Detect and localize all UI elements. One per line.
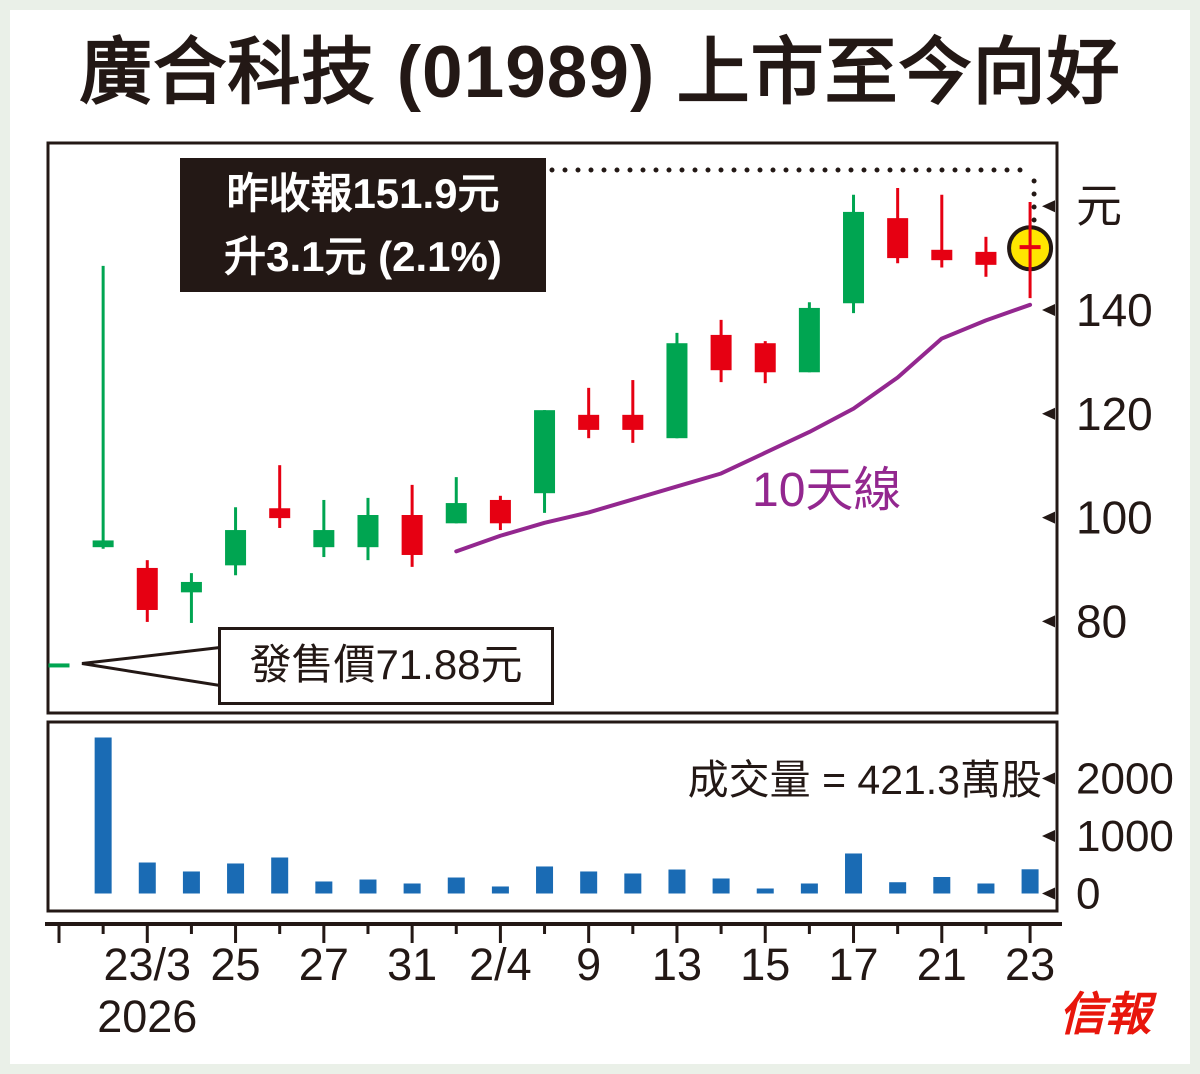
volume-bar: [1021, 869, 1039, 894]
volume-bar: [138, 862, 156, 894]
x-axis-date-label: 15: [740, 939, 790, 990]
candle-body: [48, 663, 70, 668]
offer-price-callout: 發售價71.88元: [218, 627, 554, 705]
prev-close-line2: 升3.1元 (2.1%): [224, 233, 502, 280]
price-tick-arrow: [1042, 615, 1055, 628]
volume-bar: [271, 857, 289, 894]
x-axis-date-label: 31: [387, 939, 437, 990]
candle-body: [887, 218, 909, 259]
volume-bar: [315, 881, 333, 894]
x-axis-date-label: 25: [211, 939, 261, 990]
candle-body: [445, 503, 467, 524]
candle-body: [622, 414, 644, 430]
volume-tick-label: 2000: [1076, 755, 1174, 804]
candle-body: [401, 515, 423, 555]
x-axis-date-label: 27: [299, 939, 349, 990]
x-axis-date-label: 21: [917, 939, 967, 990]
candle-body: [534, 410, 556, 494]
volume-bar: [800, 883, 818, 894]
x-axis-date-label: 17: [828, 939, 878, 990]
candle-body: [357, 515, 379, 548]
volume-bar: [889, 882, 907, 894]
volume-bar: [933, 876, 951, 894]
price-tick-label: 元: [1076, 180, 1122, 232]
candle-body: [180, 581, 202, 593]
candle-body: [313, 530, 335, 548]
x-axis: 23/3 25 27 31 2/4 9 13 15 17 21 23 2026: [45, 922, 1062, 1042]
price-tick-label: 140: [1076, 284, 1153, 336]
volume-bar: [447, 877, 465, 894]
volume-value-label: 成交量 = 421.3萬股: [687, 757, 1042, 803]
volume-bar: [845, 853, 863, 894]
volume-tick-arrow: [1042, 772, 1055, 785]
price-tick-arrow: [1042, 304, 1055, 316]
volume-bar: [712, 878, 730, 894]
candle-body: [489, 499, 511, 524]
volume-tick-arrow: [1042, 887, 1055, 900]
volume-tick-arrow: [1042, 830, 1055, 842]
volume-bar: [756, 888, 774, 894]
prev-close-line1: 昨收報151.9元: [226, 170, 500, 217]
price-tick-label: 100: [1076, 492, 1153, 544]
x-axis-date-label: 23/3: [103, 939, 191, 990]
volume-tick-label: 1000: [1076, 812, 1174, 861]
ma-line-label: 10天線: [752, 464, 902, 517]
ma10-line: [454, 302, 1033, 554]
x-axis-date-label: 9: [576, 939, 601, 990]
candle-body: [269, 508, 291, 519]
price-tick-arrow: [1042, 511, 1055, 524]
page-title: 廣合科技 (01989) 上市至今向好: [79, 32, 1121, 113]
candle-body: [975, 251, 997, 265]
prev-close-annotation: 昨收報151.9元 升3.1元 (2.1%): [180, 158, 546, 292]
candle-body: [225, 530, 247, 566]
volume-bar: [227, 863, 245, 894]
volume-bar: [977, 883, 995, 894]
candle-body: [710, 334, 732, 371]
candle-body: [666, 343, 688, 439]
volume-bar: [359, 879, 377, 894]
x-axis-date-label: 13: [652, 939, 702, 990]
volume-bar: [94, 737, 112, 894]
candle-body: [843, 211, 865, 304]
volume-bar: [624, 873, 642, 894]
candle-body-last: [1019, 245, 1041, 250]
price-tick-label: 80: [1076, 595, 1127, 647]
candle-body: [798, 307, 820, 373]
volume-bar: [580, 871, 598, 894]
x-axis-line: [45, 922, 1062, 926]
price-tick-arrow: [1042, 200, 1055, 213]
candle-body: [92, 540, 114, 548]
candlestick-series: [48, 188, 1041, 668]
price-tick-arrow: [1042, 407, 1055, 420]
volume-tick-label: 0: [1076, 870, 1100, 919]
candle-body: [578, 414, 600, 430]
candle-body: [931, 249, 953, 261]
dotted-connector: [549, 167, 1037, 226]
volume-bar: [536, 866, 554, 894]
volume-bar: [182, 871, 200, 894]
hkej-logo: 信報: [1044, 984, 1166, 1046]
volume-bar: [668, 869, 686, 894]
volume-bar: [403, 883, 421, 894]
candle-body: [754, 343, 776, 373]
price-tick-label: 120: [1076, 388, 1153, 440]
x-axis-date-label: 2/4: [469, 939, 532, 990]
volume-bar: [491, 886, 509, 894]
x-axis-date-label: 23: [1005, 939, 1055, 990]
candle-body: [136, 567, 158, 610]
x-axis-year-label: 2026: [97, 991, 197, 1042]
price-axis: 元 140 120 100 80: [1042, 180, 1153, 647]
volume-bars: [94, 737, 1039, 894]
volume-axis: 2000 1000 0: [1042, 755, 1174, 919]
